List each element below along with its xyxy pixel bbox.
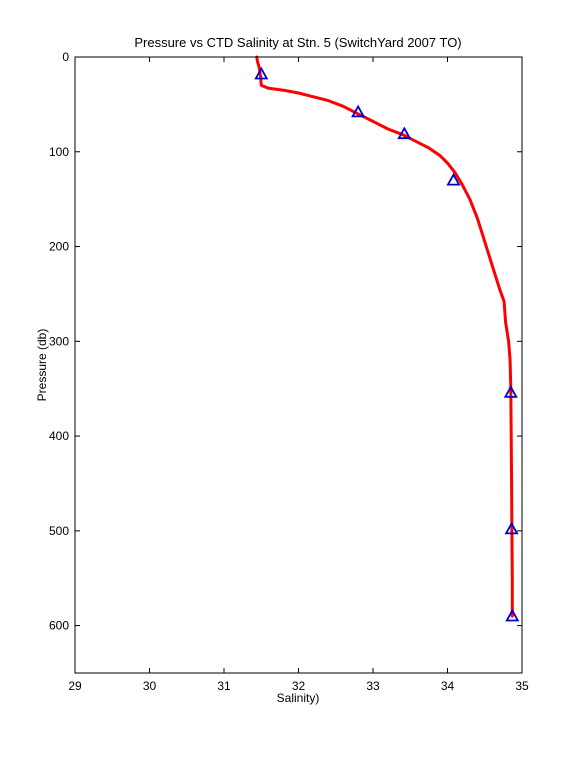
axes-box	[74, 56, 523, 674]
bottle-sample-marker	[503, 385, 518, 398]
plot-area	[254, 55, 520, 622]
x-tick-label: 34	[441, 679, 455, 693]
salinity-profile-line	[255, 55, 514, 618]
x-axis-label: Salinity)	[277, 691, 320, 705]
y-tick-label: 300	[49, 334, 69, 348]
y-axis-label: Pressure (db)	[35, 329, 49, 402]
bottle-sample-marker	[504, 521, 519, 535]
y-tick-label: 600	[49, 619, 69, 633]
bottle-sample-marker	[351, 104, 366, 118]
bottle-sample-marker	[505, 608, 520, 622]
chart-title: Pressure vs CTD Salinity at Stn. 5 (Swit…	[134, 35, 461, 50]
bottle-sample-marker	[397, 126, 412, 140]
bottle-sample-marker	[254, 66, 269, 80]
y-tick-label: 200	[49, 240, 69, 254]
x-tick-label: 30	[143, 679, 157, 693]
y-tick-label: 100	[49, 145, 69, 159]
x-tick-label: 32	[292, 679, 306, 693]
axis-ticks: 29 30 31 32 33 34 35 0 100 200 300 400 500 600	[49, 50, 529, 693]
x-tick-label: 31	[217, 679, 231, 693]
y-tick-label: 500	[49, 524, 69, 538]
x-tick-label: 33	[366, 679, 380, 693]
y-tick-label: 0	[62, 50, 69, 64]
x-tick-label: 29	[68, 679, 82, 693]
bottle-sample-marker	[446, 172, 461, 186]
y-tick-label: 400	[49, 429, 69, 443]
x-tick-label: 35	[515, 679, 529, 693]
